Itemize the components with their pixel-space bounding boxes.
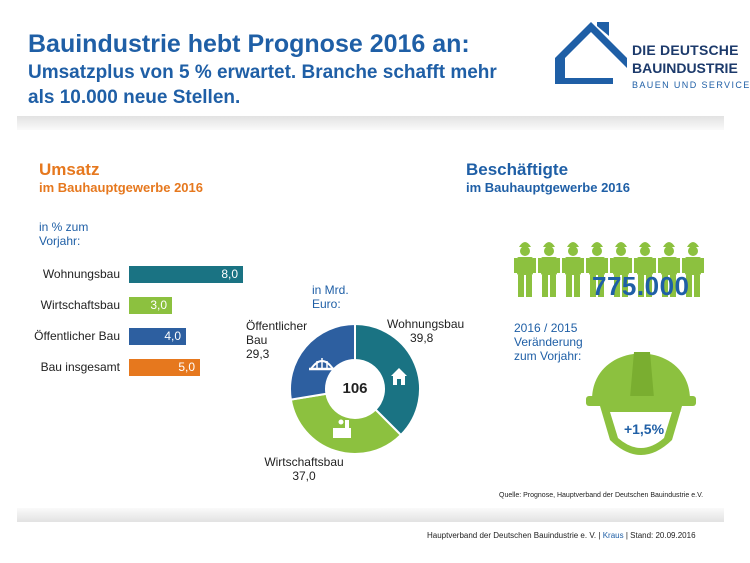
bar-value-label: 3,0 bbox=[150, 298, 167, 312]
employees-total: 775.000 bbox=[592, 271, 690, 301]
divider-bottom bbox=[17, 508, 724, 522]
donut-label-wohnungsbau: Wohnungsbau 39,8 bbox=[387, 317, 465, 345]
donut-unit-label: in Mrd. Euro: bbox=[312, 283, 349, 311]
bar bbox=[129, 359, 200, 376]
bar-value-label: 5,0 bbox=[178, 360, 195, 374]
worker-icon bbox=[658, 242, 680, 297]
worker-icon bbox=[682, 242, 704, 297]
bar bbox=[129, 328, 186, 345]
logo-text-line2: BAUINDUSTRIE bbox=[632, 60, 738, 76]
bar bbox=[129, 266, 243, 283]
change-value: +1,5% bbox=[623, 421, 665, 437]
revenue-heading: Umsatz bbox=[39, 160, 100, 179]
donut-label-oeffentlicher-bau: Öffentlicher Bau 29,3 bbox=[246, 319, 308, 361]
worker-icon bbox=[562, 242, 584, 297]
worker-icon bbox=[586, 242, 608, 297]
donut-center-total: 106 bbox=[342, 380, 368, 397]
bar-category-label: Wohnungsbau bbox=[42, 267, 120, 281]
revenue-subheading: im Bauhauptgewerbe 2016 bbox=[39, 180, 203, 195]
bridge-icon bbox=[309, 358, 335, 371]
logo-text-line3: BAUEN UND SERVICES bbox=[632, 80, 750, 90]
logo-house-icon bbox=[555, 22, 627, 84]
workers-icon-row bbox=[514, 242, 704, 297]
bar-value-label: 8,0 bbox=[221, 267, 238, 281]
bar-category-label: Bau insgesamt bbox=[40, 360, 120, 374]
employment-heading: Beschäftigte bbox=[466, 160, 569, 179]
logo-text-line1: DIE DEUTSCHE bbox=[632, 42, 739, 58]
bar-value-label: 4,0 bbox=[164, 329, 181, 343]
hard-hat-icon bbox=[586, 352, 696, 455]
bar-category-label: Wirtschaftsbau bbox=[40, 298, 120, 312]
worker-icon bbox=[538, 242, 560, 297]
bar-chart-unit: in % zum Vorjahr: bbox=[39, 220, 89, 248]
page-title: Bauindustrie hebt Prognose 2016 an: bbox=[28, 30, 470, 58]
divider-top bbox=[17, 116, 724, 130]
donut-label-wirtschaftsbau: Wirtschaftsbau 37,0 bbox=[264, 455, 344, 483]
worker-icon bbox=[610, 242, 632, 297]
employment-subheading: im Bauhauptgewerbe 2016 bbox=[466, 180, 630, 195]
footer-org: Hauptverband der Deutschen Bauindustrie … bbox=[427, 531, 601, 540]
factory-icon bbox=[333, 419, 351, 438]
worker-icon bbox=[514, 242, 536, 297]
source-note: Quelle: Prognose, Hauptverband der Deuts… bbox=[499, 492, 704, 499]
house-icon bbox=[391, 368, 407, 385]
worker-icon bbox=[634, 242, 656, 297]
bar-category-label: Öffentlicher Bau bbox=[34, 329, 120, 343]
footer-author: Kraus bbox=[602, 531, 624, 540]
page-subtitle: Umsatzplus von 5 % erwartet. Branche sch… bbox=[28, 62, 497, 108]
bar bbox=[129, 297, 172, 314]
footer: Hauptverband der Deutschen Bauindustrie … bbox=[427, 531, 696, 540]
change-label: 2016 / 2015 Veränderung zum Vorjahr: bbox=[514, 321, 583, 363]
footer-date: | Stand: 20.09.2016 bbox=[625, 531, 696, 540]
